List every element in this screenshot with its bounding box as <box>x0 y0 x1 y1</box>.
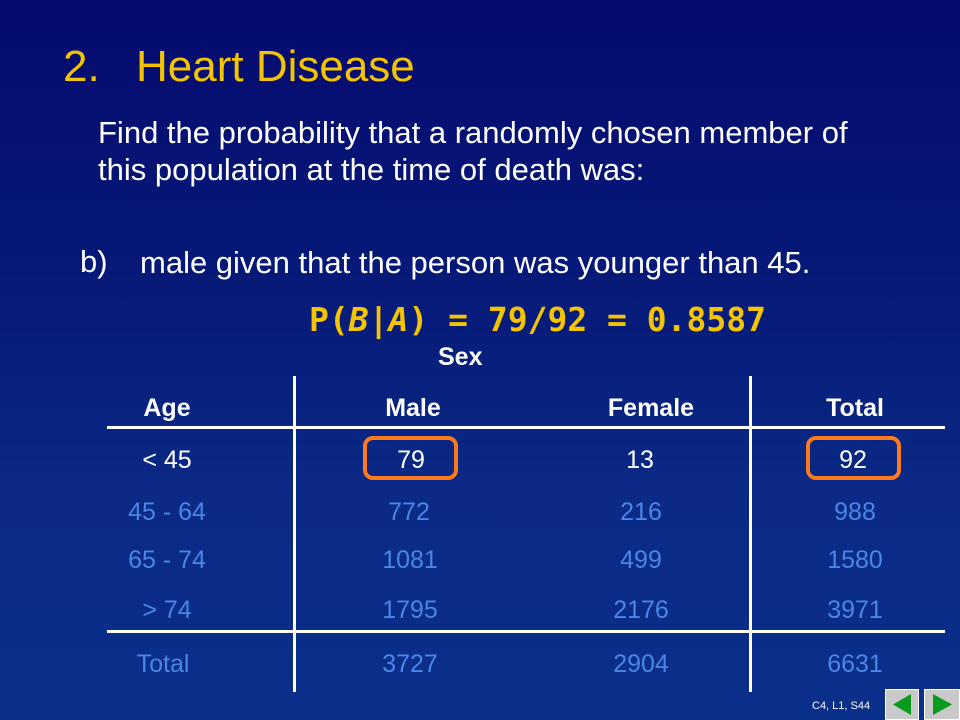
formula-bar: | <box>368 300 389 339</box>
table-cell-male: 1795 <box>382 596 438 624</box>
table-cell-total: 3971 <box>827 596 883 624</box>
table-cell-age: < 45 <box>142 446 192 474</box>
table-divider-total <box>107 630 945 633</box>
table-cell-male: 1081 <box>382 546 438 574</box>
total-row-total: 6631 <box>827 650 883 678</box>
table-divider-vertical-2 <box>749 376 752 692</box>
total-row-female: 2904 <box>613 650 669 678</box>
triangle-left-icon <box>893 694 911 715</box>
table-cell-male: 772 <box>388 498 430 526</box>
table-cell-total: 988 <box>834 498 876 526</box>
part-text: male given that the person was younger t… <box>140 245 811 280</box>
column-header-male: Male <box>385 394 441 422</box>
table-cell-age: 45 - 64 <box>128 498 206 526</box>
table-cell-age: > 74 <box>142 596 192 624</box>
table-divider-vertical-1 <box>293 376 296 692</box>
table-cell-female: 499 <box>620 546 662 574</box>
table-cell-female: 216 <box>620 498 662 526</box>
formula-event-b: B <box>348 300 369 339</box>
slide-title: Heart Disease <box>136 42 415 91</box>
table-cell-male: 79 <box>397 446 425 474</box>
triangle-right-icon <box>933 694 952 715</box>
next-slide-button[interactable] <box>924 689 960 720</box>
slide-reference: C4, L1, S44 <box>812 700 871 712</box>
table-cell-total: 92 <box>839 446 867 474</box>
column-header-age: Age <box>143 394 191 422</box>
highlight-male-under-45 <box>363 436 458 480</box>
table-cell-age: 65 - 74 <box>128 546 206 574</box>
table-cell-female: 2176 <box>613 596 669 624</box>
formula-event-a: A <box>388 300 409 339</box>
formula-prefix: P( <box>309 300 349 339</box>
total-row-male: 3727 <box>382 650 438 678</box>
title-number: 2. <box>63 42 100 91</box>
table-divider-header <box>107 426 945 429</box>
part-label: b) <box>80 244 108 279</box>
column-header-female: Female <box>607 394 695 422</box>
intro-text: Find the probability that a randomly cho… <box>98 115 848 187</box>
column-header-total: Total <box>826 394 884 422</box>
total-row-label: Total <box>136 650 190 678</box>
formula-suffix: ) = 79/92 = 0.8587 <box>408 300 766 339</box>
formula: P(B|A) = 79/92 = 0.8587 <box>309 300 766 339</box>
highlight-total-under-45 <box>806 436 901 480</box>
previous-slide-button[interactable] <box>885 689 919 720</box>
table-cell-female: 13 <box>626 446 654 474</box>
group-header-sex: Sex <box>438 343 483 371</box>
table-cell-total: 1580 <box>827 546 883 574</box>
